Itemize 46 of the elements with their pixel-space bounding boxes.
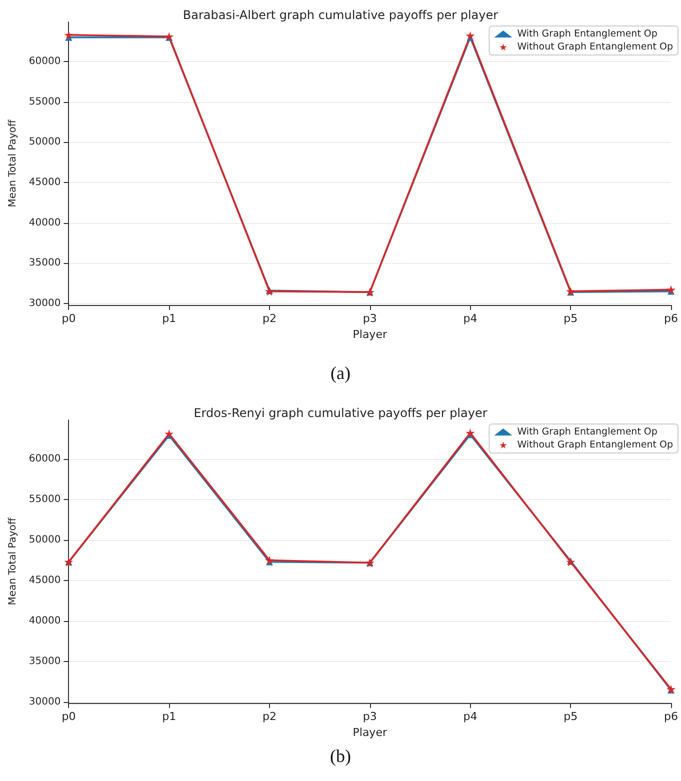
y-tick-label: 40000 [28, 616, 61, 627]
chart-title: Erdos-Renyi graph cumulative payoffs per player [194, 406, 488, 420]
point [466, 31, 475, 40]
legend-label: Without Graph Entanglement Op [517, 440, 674, 450]
x-tick-label: p0 [62, 710, 76, 723]
x-tick-label: p6 [664, 710, 678, 723]
y-tick-label: 55000 [28, 494, 61, 505]
x-tick-label: p1 [162, 710, 176, 723]
y-tick-label: 35000 [28, 656, 61, 668]
y-tick-label: 35000 [28, 258, 61, 269]
y-tick-label: 30000 [28, 696, 61, 708]
y-tick-label: 60000 [28, 56, 61, 68]
text: (b) [330, 746, 352, 766]
x-tick-label: p4 [463, 312, 478, 325]
y-tick-label: 50000 [28, 136, 61, 148]
point [666, 285, 676, 294]
legend-label: With Graph Entanglement Op [517, 28, 658, 40]
x-tick-label: p0 [62, 312, 76, 325]
y-axis-title: Mean Total Payoff [8, 516, 18, 606]
y-tick-label: 50000 [28, 534, 61, 546]
x-tick-label: p5 [564, 710, 578, 723]
x-tick-label: p3 [362, 710, 377, 723]
point [264, 556, 274, 565]
x-axis-title: Player [352, 726, 388, 739]
y-tick-label: 40000 [28, 217, 61, 228]
x-tick-label: p5 [564, 312, 578, 325]
x-tick-label: p2 [262, 710, 276, 723]
x-tick-label: p6 [664, 312, 678, 325]
x-tick-label: p2 [262, 312, 276, 325]
y-tick-label: 45000 [28, 176, 61, 188]
y-tick-label: 55000 [28, 96, 61, 108]
point [164, 429, 174, 438]
x-tick-label: p1 [162, 312, 176, 325]
y-tick-label: 45000 [28, 575, 61, 586]
point [466, 428, 475, 438]
chart-title: Barabasi-Albert graph cumulative payoffs per player [182, 8, 498, 22]
x-axis-title: Player [352, 328, 388, 341]
legend-label: Without Graph Entanglement Op [517, 42, 674, 52]
point [64, 30, 74, 40]
y-tick-label: 30000 [28, 298, 61, 309]
x-tick-label: p4 [463, 710, 478, 723]
y-axis-title: Mean Total Payoff [8, 118, 18, 208]
x-tick-label: p3 [362, 312, 377, 325]
text: (a) [330, 363, 350, 383]
legend-label: With Graph Entanglement Op [517, 426, 658, 438]
y-tick-label: 60000 [28, 453, 61, 464]
